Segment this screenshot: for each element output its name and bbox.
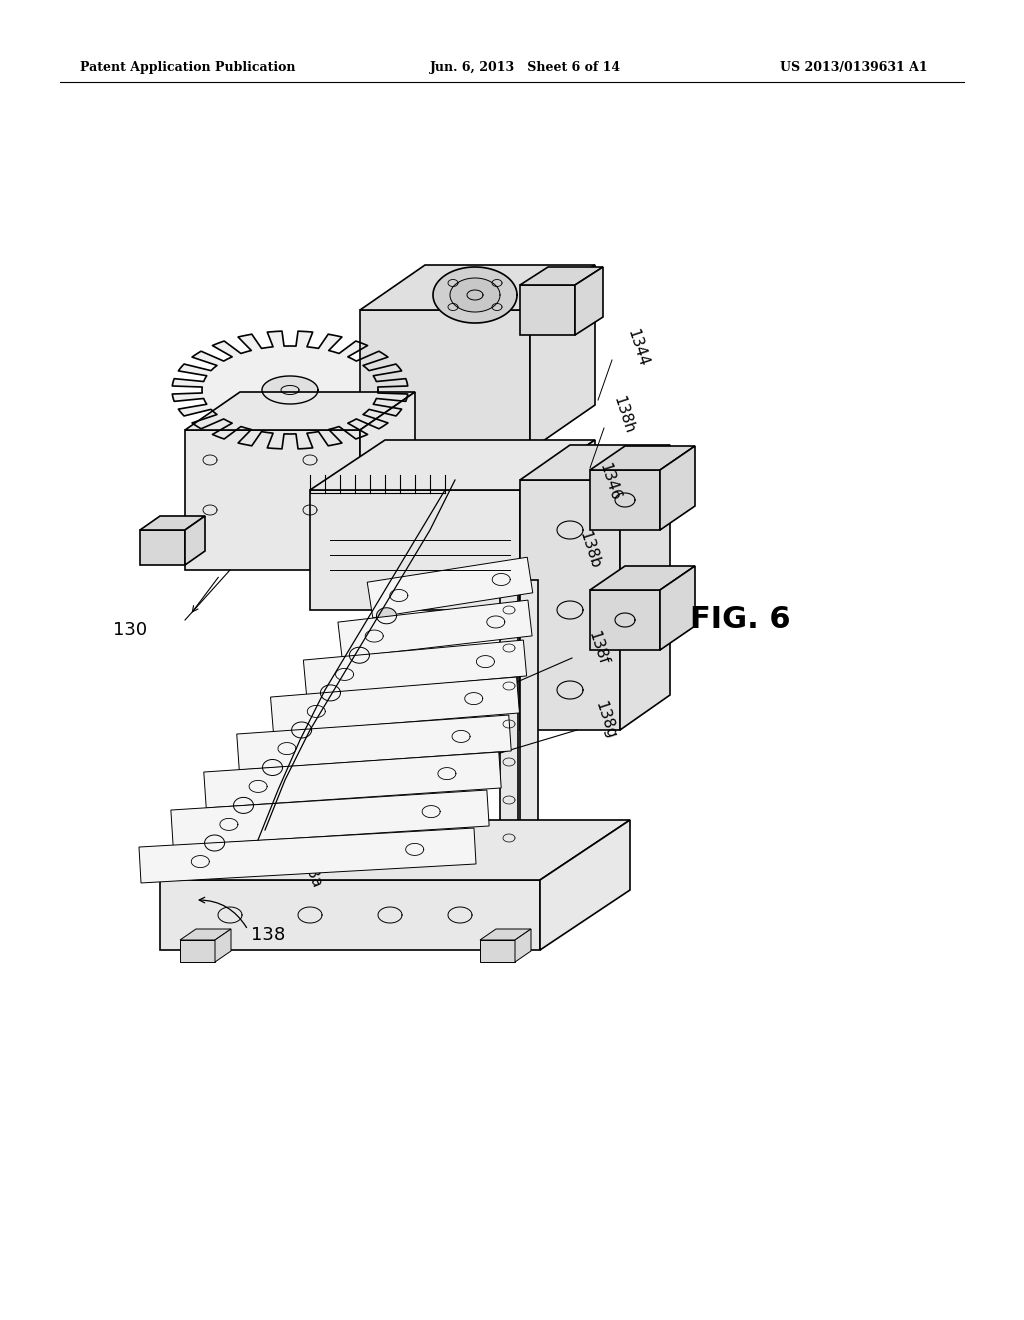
Polygon shape (310, 440, 595, 490)
Polygon shape (140, 516, 205, 531)
Polygon shape (139, 828, 476, 883)
Polygon shape (310, 490, 520, 610)
Text: 1344: 1344 (625, 327, 651, 368)
Polygon shape (520, 267, 603, 285)
Polygon shape (185, 430, 360, 570)
Polygon shape (660, 446, 695, 531)
Polygon shape (160, 820, 630, 880)
Text: Patent Application Publication: Patent Application Publication (80, 62, 296, 74)
Polygon shape (520, 579, 538, 870)
Polygon shape (360, 310, 530, 450)
Polygon shape (338, 601, 532, 657)
Polygon shape (480, 940, 515, 962)
Polygon shape (205, 836, 224, 851)
Polygon shape (433, 267, 517, 323)
Text: 138f: 138f (586, 630, 610, 667)
Polygon shape (520, 440, 595, 610)
Polygon shape (321, 685, 340, 701)
Polygon shape (185, 392, 415, 430)
Polygon shape (303, 640, 526, 696)
Text: 138a: 138a (296, 849, 325, 891)
Polygon shape (520, 445, 670, 480)
Polygon shape (377, 607, 396, 624)
Polygon shape (140, 531, 185, 565)
Polygon shape (540, 820, 630, 950)
Polygon shape (262, 376, 318, 404)
Polygon shape (480, 929, 531, 940)
Polygon shape (530, 265, 595, 450)
Polygon shape (360, 265, 595, 310)
Text: 138: 138 (251, 927, 285, 944)
Polygon shape (262, 759, 283, 775)
Polygon shape (590, 470, 660, 531)
Polygon shape (590, 590, 660, 649)
Polygon shape (590, 566, 695, 590)
Text: 1346: 1346 (597, 461, 624, 503)
Text: 130: 130 (113, 620, 147, 639)
Polygon shape (172, 331, 408, 449)
Polygon shape (360, 392, 415, 570)
Polygon shape (349, 647, 370, 663)
Text: US 2013/0139631 A1: US 2013/0139631 A1 (780, 62, 928, 74)
Text: FIG. 6: FIG. 6 (690, 606, 791, 635)
Polygon shape (185, 516, 205, 565)
Polygon shape (515, 929, 531, 962)
Text: 138h: 138h (611, 395, 637, 436)
Polygon shape (590, 446, 695, 470)
Polygon shape (233, 797, 254, 813)
Polygon shape (660, 566, 695, 649)
Polygon shape (204, 752, 501, 808)
Polygon shape (292, 722, 311, 738)
Text: 138g: 138g (592, 700, 618, 741)
Polygon shape (520, 480, 620, 730)
Polygon shape (620, 445, 670, 730)
Text: Jun. 6, 2013   Sheet 6 of 14: Jun. 6, 2013 Sheet 6 of 14 (430, 62, 622, 74)
Polygon shape (180, 929, 231, 940)
Polygon shape (171, 791, 489, 846)
Polygon shape (368, 557, 532, 618)
Polygon shape (215, 929, 231, 962)
Polygon shape (160, 880, 540, 950)
Polygon shape (237, 715, 511, 770)
Text: 138b: 138b (577, 529, 603, 570)
Polygon shape (450, 279, 500, 312)
Polygon shape (520, 285, 575, 335)
Polygon shape (575, 267, 603, 335)
Polygon shape (180, 940, 215, 962)
Polygon shape (500, 579, 518, 870)
Polygon shape (270, 677, 519, 733)
